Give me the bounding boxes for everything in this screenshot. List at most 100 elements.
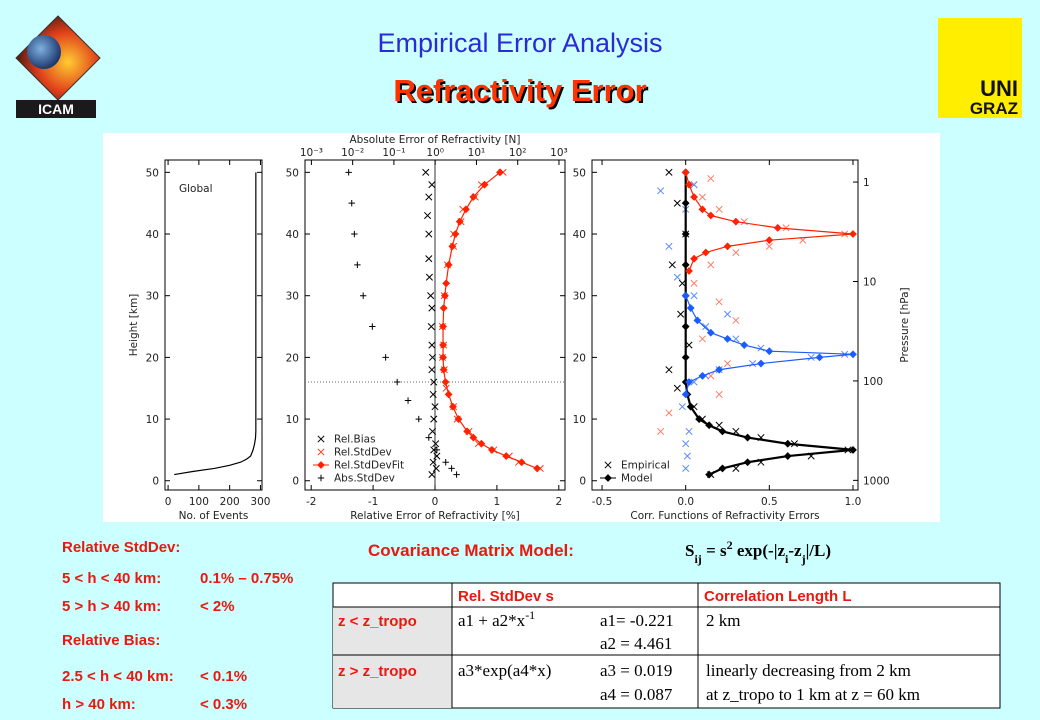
marker: [673, 199, 681, 207]
marker: [715, 298, 723, 306]
marker: [681, 322, 690, 331]
y-tick-label: 50: [146, 167, 159, 179]
model-label: Covariance Matrix Model:: [368, 541, 574, 560]
marker: [429, 458, 437, 466]
legend-marker: [317, 461, 325, 469]
marker: [849, 445, 857, 454]
y2-tick-label: 1: [863, 177, 870, 189]
x2-axis-label: Absolute Error of Refractivity [N]: [349, 134, 520, 146]
marker: [673, 384, 681, 392]
marker: [681, 390, 690, 399]
marker: [427, 322, 435, 331]
marker: [427, 292, 435, 300]
series-line: [684, 172, 854, 476]
marker: [685, 180, 693, 189]
series-line: [174, 172, 257, 476]
y2-tick-label: 1000: [863, 475, 890, 487]
marker: [469, 193, 478, 201]
marker: [683, 452, 691, 460]
marker: [686, 304, 695, 312]
marker: [685, 341, 693, 349]
x-tick-label: -1: [368, 496, 378, 508]
subtitle-shadow: Refractivity Error: [395, 75, 648, 110]
row-label: z < z_tropo: [338, 613, 417, 630]
x-axis-label: Relative Error of Refractivity [%]: [350, 510, 520, 522]
marker: [431, 403, 439, 411]
marker: [690, 193, 698, 201]
marker: [453, 471, 460, 478]
marker: [665, 242, 673, 250]
marker: [430, 415, 438, 423]
table-header: Rel. StdDev s: [458, 588, 554, 605]
note-range: h > 40 km:: [62, 696, 136, 713]
legend-marker: [604, 461, 612, 469]
marker: [783, 452, 792, 460]
marker: [448, 465, 455, 472]
table: [332, 582, 1001, 709]
y-tick-label: 50: [286, 167, 299, 179]
marker: [678, 279, 686, 287]
legend-marker: [317, 474, 325, 482]
marker: [348, 199, 355, 207]
marker: [425, 434, 432, 441]
logo-right-text: UNI: [980, 76, 1018, 101]
marker: [354, 261, 361, 269]
legend-label: Rel.Bias: [334, 434, 376, 446]
x2-tick-label: 10¹: [468, 147, 486, 159]
y-tick-label: 40: [286, 229, 299, 241]
row-param: a1= -0.221: [600, 611, 674, 630]
marker: [496, 168, 504, 177]
marker: [723, 359, 732, 368]
marker: [815, 353, 824, 362]
marker: [441, 378, 450, 386]
logo-right: UNI GRAZ: [938, 18, 1022, 118]
marker: [686, 402, 695, 411]
marker: [706, 328, 715, 337]
x2-tick-label: 10⁰: [426, 147, 444, 159]
x-tick-label: 300: [250, 496, 270, 508]
logo-left: ICAM: [15, 15, 101, 118]
marker: [439, 341, 447, 349]
marker: [702, 322, 710, 331]
marker: [502, 452, 511, 460]
formula-part: -z: [788, 541, 802, 560]
marker: [430, 378, 438, 386]
marker: [454, 415, 463, 423]
x-tick-label: -2: [306, 496, 316, 508]
row-formula: a1 + a2*x-1: [458, 608, 535, 630]
legend-label: Rel.StdDevFit: [334, 460, 404, 472]
legend-label: Rel.StdDev: [334, 447, 392, 459]
marker: [698, 193, 706, 201]
marker: [681, 291, 690, 300]
x-axis-label: Corr. Functions of Refractivity Errors: [630, 510, 819, 522]
row-label: z > z_tropo: [338, 663, 417, 680]
note-range: 2.5 < h < 40 km:: [62, 668, 174, 685]
marker: [469, 433, 478, 442]
marker: [424, 211, 432, 220]
formula-part: |/L): [806, 541, 831, 560]
marker: [432, 440, 440, 448]
table-header: Correlation Length L: [704, 588, 852, 605]
marker: [705, 421, 714, 430]
legend-label: Abs.StdDev: [334, 473, 395, 485]
marker: [442, 459, 449, 466]
marker: [685, 267, 693, 275]
marker: [440, 291, 449, 300]
marker: [681, 199, 690, 208]
title: Empirical Error Analysis: [377, 28, 662, 58]
marker: [849, 350, 857, 359]
x-tick-label: 0: [165, 496, 172, 508]
formula-sub: j: [801, 552, 806, 566]
marker: [841, 230, 849, 238]
marker: [690, 378, 698, 386]
marker: [731, 217, 740, 226]
row-formula: a3*exp(a4*x): [458, 661, 551, 680]
note-heading: Relative Bias:: [62, 632, 160, 649]
marker: [428, 181, 436, 189]
formula-part: S: [685, 541, 694, 560]
plot-frame: [591, 159, 859, 491]
legend-label: Empirical: [621, 460, 670, 472]
marker: [715, 205, 723, 213]
marker: [359, 292, 367, 299]
